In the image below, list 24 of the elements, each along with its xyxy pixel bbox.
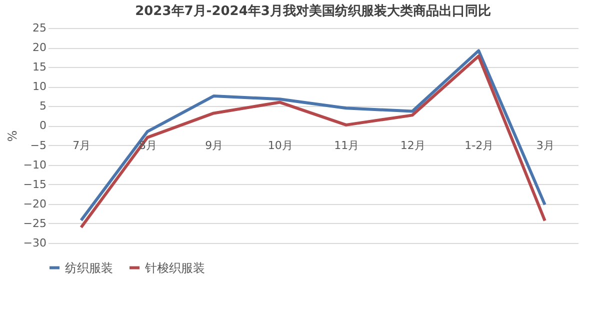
y-tick-label: 25 <box>32 22 46 34</box>
y-tick-label: −5 <box>30 138 46 152</box>
x-tick-label: 3月 <box>536 139 554 152</box>
y-tick-label: −10 <box>23 158 46 172</box>
legend-label: 针梭织服装 <box>144 260 205 275</box>
y-tick-label: 0 <box>40 119 46 132</box>
x-tick-label: 12月 <box>400 139 426 152</box>
y-axis-title: % <box>5 130 20 142</box>
x-tick-label: 8月 <box>138 139 157 152</box>
x-tick-label: 9月 <box>205 139 224 152</box>
x-tick-label: 7月 <box>72 139 91 152</box>
y-tick-label: −15 <box>23 178 46 191</box>
y-tick-label: −30 <box>23 236 46 250</box>
y-tick-label: −20 <box>23 197 46 210</box>
y-tick-label: 15 <box>32 60 46 74</box>
x-tick-label: 11月 <box>334 139 360 152</box>
y-tick-label: 20 <box>32 41 46 54</box>
x-tick-label: 10月 <box>268 139 293 152</box>
legend-label: 纺织服装 <box>65 260 113 275</box>
chart-title: 2023年7月-2024年3月我对美国纺织服装大类商品出口同比 <box>135 3 491 19</box>
y-tick-label: −25 <box>23 216 46 230</box>
x-tick-label: 1-2月 <box>464 139 494 152</box>
y-tick-label: 5 <box>40 100 46 113</box>
y-tick-label: 10 <box>32 80 46 94</box>
